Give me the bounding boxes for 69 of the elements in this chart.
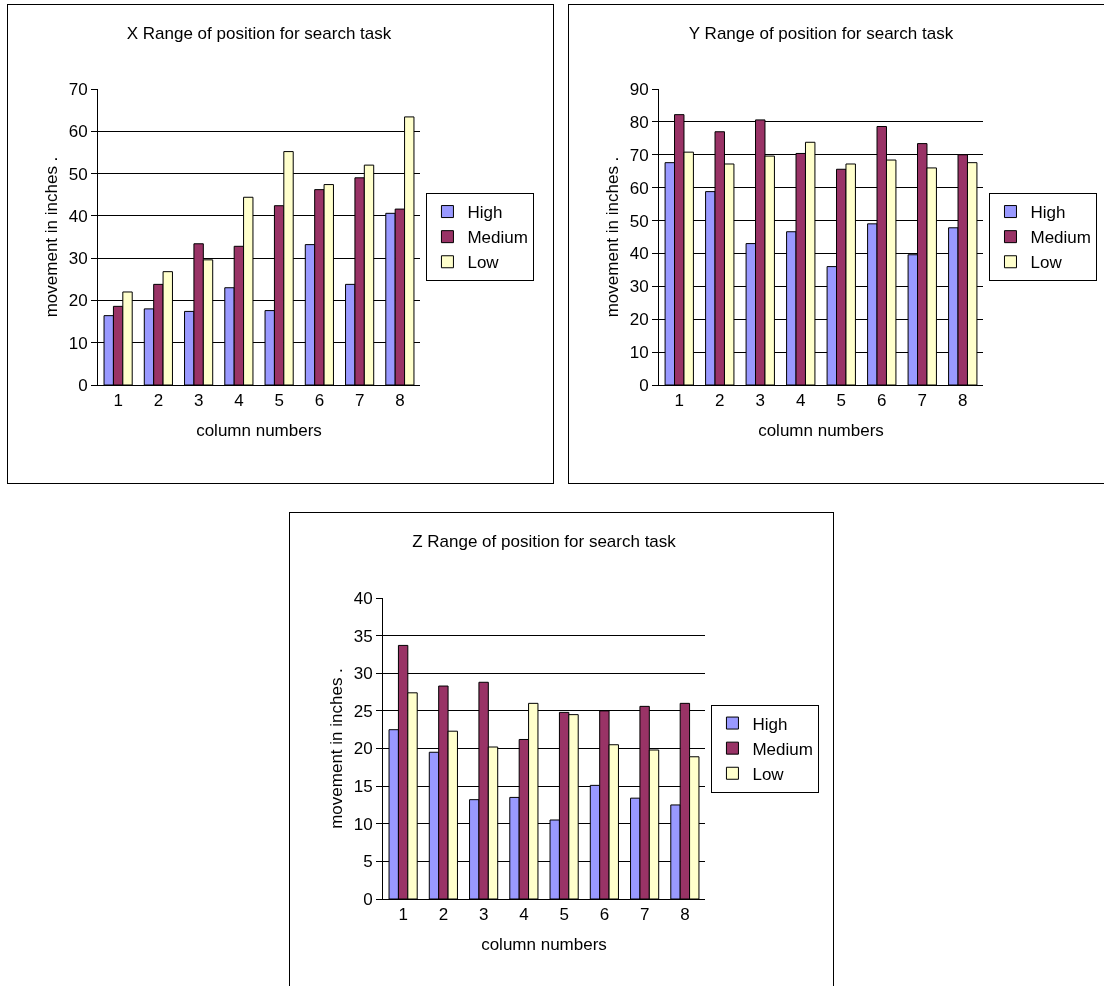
x-tick-label: 1: [113, 391, 123, 411]
x-tick-label: 7: [354, 391, 365, 411]
y-tick-label: 0: [639, 375, 649, 395]
y-axis-title: movement in inches .: [42, 156, 62, 318]
legend-label: High: [752, 714, 788, 734]
y-tick-label: 40: [629, 244, 649, 264]
y-axis-title: movement in inches .: [603, 156, 623, 318]
y-tick-label: 0: [78, 375, 88, 395]
x-axis-title: column numbers: [758, 420, 884, 440]
x-tick-label: 8: [680, 905, 690, 925]
chart-title: Z Range of position for search task: [412, 531, 677, 551]
chart-title: X Range of position for search task: [126, 23, 392, 43]
y-tick-label: 40: [68, 206, 88, 226]
y-tick-label: 5: [363, 852, 373, 872]
legend-label: Medium: [1030, 228, 1091, 248]
x-tick-label: 7: [917, 391, 927, 411]
legend-label: High: [467, 203, 503, 223]
x-tick-label: 8: [395, 391, 405, 411]
x-tick-label: 1: [398, 905, 408, 925]
y-tick-label: 30: [629, 277, 649, 297]
x-tick-label: 2: [153, 391, 164, 411]
legend-label: Low: [467, 253, 500, 273]
y-tick-label: 30: [68, 249, 88, 269]
y-axis-title: movement in inches .: [327, 668, 347, 829]
y-tick-label: 35: [353, 626, 373, 646]
x-tick-label: 7: [639, 905, 650, 925]
y-tick-label: 20: [629, 310, 649, 330]
x-tick-label: 1: [674, 391, 684, 411]
chart-title: Y Range of position for search task: [688, 23, 954, 43]
x-tick-label: 4: [796, 391, 806, 411]
y-tick-label: 20: [68, 291, 88, 311]
legend-label: Low: [752, 764, 785, 784]
x-tick-label: 5: [836, 391, 846, 411]
y-tick-label: 50: [68, 164, 88, 184]
y-tick-label: 80: [629, 112, 649, 132]
x-tick-label: 2: [715, 391, 725, 411]
x-tick-label: 3: [478, 905, 489, 925]
x-tick-label: 6: [599, 905, 610, 925]
x-tick-label: 5: [274, 391, 284, 411]
x-axis-title: column numbers: [481, 934, 607, 954]
x-tick-label: 6: [877, 391, 887, 411]
y-tick-label: 70: [68, 79, 88, 99]
x-tick-label: 2: [438, 905, 449, 925]
x-tick-label: 3: [755, 391, 765, 411]
x-axis-title: column numbers: [196, 420, 322, 440]
y-tick-label: 10: [353, 814, 373, 834]
legend-label: Medium: [467, 228, 528, 248]
y-tick-label: 60: [629, 178, 649, 198]
legend-label: Low: [1030, 253, 1063, 273]
x-tick-label: 4: [234, 391, 244, 411]
y-tick-label: 20: [353, 739, 373, 759]
y-tick-label: 0: [363, 889, 373, 909]
y-tick-label: 60: [68, 122, 88, 142]
y-tick-label: 50: [629, 211, 649, 231]
y-tick-label: 10: [629, 343, 649, 363]
x-tick-label: 3: [193, 391, 204, 411]
y-tick-label: 15: [353, 777, 373, 797]
y-tick-label: 70: [629, 145, 649, 165]
x-tick-label: 6: [314, 391, 325, 411]
y-tick-label: 10: [68, 333, 88, 353]
legend-label: High: [1030, 203, 1066, 223]
y-tick-label: 90: [629, 79, 649, 99]
y-tick-label: 40: [353, 588, 373, 608]
x-tick-label: 4: [519, 905, 529, 925]
y-tick-label: 30: [353, 664, 373, 684]
x-tick-label: 8: [958, 391, 968, 411]
legend-label: Medium: [752, 739, 813, 759]
x-tick-label: 5: [559, 905, 569, 925]
y-tick-label: 25: [353, 701, 373, 721]
